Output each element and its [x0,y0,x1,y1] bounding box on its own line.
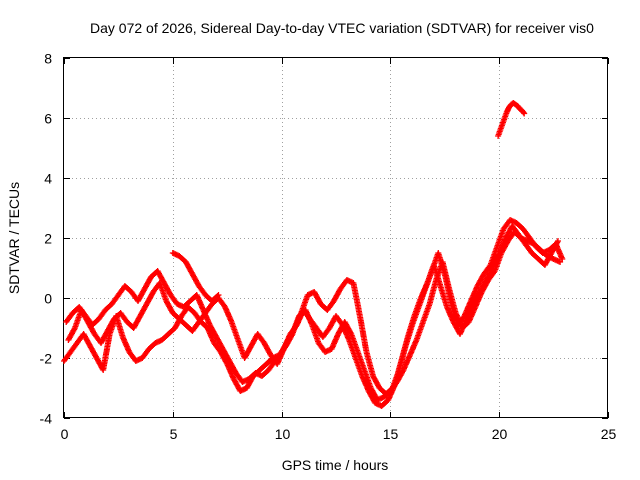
x-tick-label: 0 [61,426,69,442]
series-layer [61,100,566,409]
series-5 [495,100,528,139]
y-tick-label: 8 [44,51,52,67]
y-tick-label: 4 [44,171,52,187]
x-tick-label: 10 [275,426,291,442]
data-point [559,256,566,262]
series-3 [65,223,561,409]
y-tick-label: -2 [40,351,53,367]
y-tick-label: -4 [40,411,53,427]
axis-ticks [64,58,609,419]
series-4 [169,250,222,304]
data-point [214,293,221,299]
x-tick-label: 5 [170,426,178,442]
data-point [520,109,527,116]
y-tick-labels: -4 -2 0 2 4 6 8 [40,51,53,427]
y-tick-label: 0 [44,291,52,307]
chart-title: Day 072 of 2026, Sidereal Day-to-day VTE… [90,20,594,36]
data-point [555,238,561,244]
x-axis-label: GPS time / hours [282,457,389,473]
x-tick-labels: 0 5 10 15 20 25 [61,426,617,442]
x-tick-label: 20 [492,426,508,442]
y-tick-label: 2 [44,231,52,247]
data-point [521,110,528,117]
series-1 [61,229,564,403]
data-point [71,326,78,333]
y-tick-label: 6 [44,111,52,127]
x-tick-label: 15 [383,426,399,442]
y-axis-label: SDTVAR / TECUs [6,182,22,294]
x-tick-label: 25 [601,426,617,442]
data-point [215,292,222,298]
plot-frame [63,57,608,418]
data-point [554,239,561,246]
series-2 [63,217,566,397]
